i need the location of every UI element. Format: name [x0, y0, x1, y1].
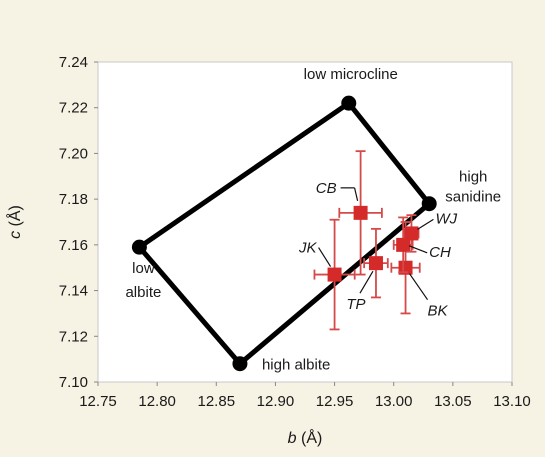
endmembers-group [131, 95, 437, 372]
axes-group: 12.75 12.80 12.85 12.90 12.95 13.00 13.05 13.10… [59, 54, 531, 410]
y-tick-label-2: 7.14 [59, 283, 88, 300]
x-tick-label-3: 12.90 [257, 393, 295, 410]
leader-bk [409, 273, 429, 301]
y-tick-label-3: 7.16 [59, 237, 88, 254]
leader-jk [318, 247, 332, 267]
endmember-point-low-microcline [341, 95, 357, 111]
sample-label-ch: CH [429, 244, 451, 261]
endmember-label-high-sanidine-line1: high [459, 169, 487, 186]
y-tick-label-0: 7.10 [59, 374, 88, 391]
y-tick-label-5: 7.20 [59, 145, 88, 162]
endmember-label-low-albite-line2: albite [125, 284, 161, 301]
endmember-label-high-albite: high albite [262, 357, 330, 374]
y-tick-label-7: 7.24 [59, 54, 88, 71]
leader-cb-v [354, 187, 359, 201]
sample-marker-cb [353, 205, 368, 220]
endmember-label-low-microcline: low microcline [304, 66, 398, 83]
leader-tp [359, 270, 374, 294]
x-tick-label-0: 12.75 [79, 393, 117, 410]
endmember-point-high-albite [232, 356, 248, 372]
y-tick-label-4: 7.18 [59, 191, 88, 208]
sample-marker-ch [396, 237, 411, 252]
endmember-label-high-sanidine-line2: sanidine [445, 189, 501, 206]
y-tick-label-1: 7.12 [59, 328, 88, 345]
x-tick-label-5: 13.00 [375, 393, 413, 410]
sample-label-cb: CB [316, 180, 337, 197]
x-tick-label-7: 13.10 [493, 393, 531, 410]
x-tick-label-2: 12.85 [198, 393, 236, 410]
endmember-label-low-albite-line1: low [132, 260, 155, 277]
samples-group [313, 150, 421, 331]
endmember-point-high-sanidine [421, 196, 437, 212]
leader-ch [408, 245, 428, 254]
sample-label-bk: BK [428, 303, 449, 320]
sample-marker-jk [327, 267, 342, 282]
x-tick-label-6: 13.05 [434, 393, 472, 410]
plot-area [97, 61, 513, 383]
y-axis-title: c (Å) [5, 205, 24, 239]
endmember-point-low-albite [131, 239, 147, 255]
sample-marker-tp [368, 256, 383, 271]
sample-marker-bk [398, 260, 413, 275]
x-tick-label-4: 12.95 [316, 393, 354, 410]
sample-marker-wj [404, 226, 419, 241]
sample-label-tp: TP [346, 296, 365, 313]
labels-group: low microcline high sanidine high albite low… [125, 66, 501, 374]
x-tick-label-1: 12.80 [138, 393, 176, 410]
y-tick-label-6: 7.22 [59, 100, 88, 117]
sample-label-jk: JK [298, 240, 318, 257]
sample-label-wj: WJ [435, 210, 457, 227]
leader-wj [417, 218, 434, 230]
x-axis-title: b (Å) [288, 428, 323, 447]
